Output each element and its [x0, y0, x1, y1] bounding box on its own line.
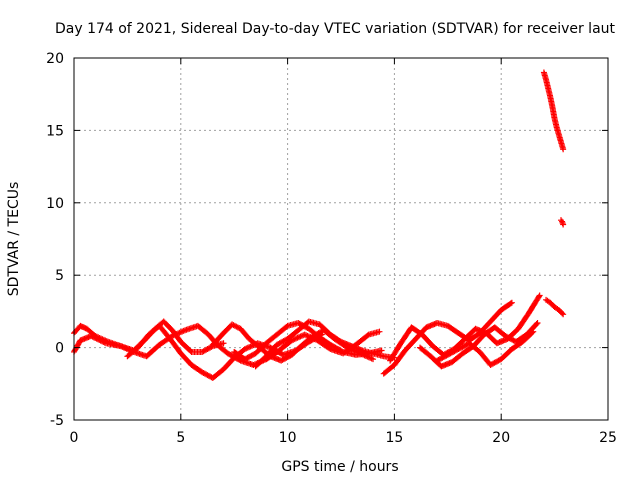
x-tick-label: 15	[385, 430, 403, 446]
data-point-marks	[263, 328, 383, 363]
chart-title: Day 174 of 2021, Sidereal Day-to-day VTE…	[55, 21, 616, 37]
y-tick-label: 5	[55, 268, 64, 284]
series-track-6	[252, 318, 398, 370]
x-tick-label: 25	[599, 430, 617, 446]
axis-ticks: 0 5 10 15 20 25 -5 0 5 10 15 20	[46, 51, 617, 446]
x-axis-label: GPS time / hours	[281, 459, 398, 475]
data-point-marks	[252, 318, 398, 370]
plot-frame	[73, 57, 609, 421]
y-tick-label: 10	[46, 196, 64, 212]
series-track-12	[540, 69, 567, 153]
y-tick-label: 20	[46, 51, 64, 67]
data-point-marks	[540, 69, 567, 153]
y-tick-label: -5	[50, 413, 64, 429]
y-tick-label: 0	[55, 341, 64, 357]
grid	[74, 58, 608, 420]
x-tick-label: 10	[279, 430, 297, 446]
series-track-11	[434, 328, 537, 368]
data-point-marks	[434, 328, 537, 368]
data-point-marks	[543, 296, 567, 318]
x-tick-label: 20	[492, 430, 510, 446]
plot-data	[71, 69, 567, 382]
y-axis-label: SDTVAR / TECUs	[6, 182, 22, 297]
data-point-marks	[558, 217, 567, 228]
x-tick-label: 0	[70, 430, 79, 446]
series-track-8	[380, 299, 515, 377]
x-tick-label: 5	[176, 430, 185, 446]
series-track-7	[263, 328, 383, 363]
data-point-marks	[380, 299, 515, 377]
series-track-14	[543, 296, 567, 318]
series-track-13	[558, 217, 567, 228]
y-tick-label: 15	[46, 123, 64, 139]
